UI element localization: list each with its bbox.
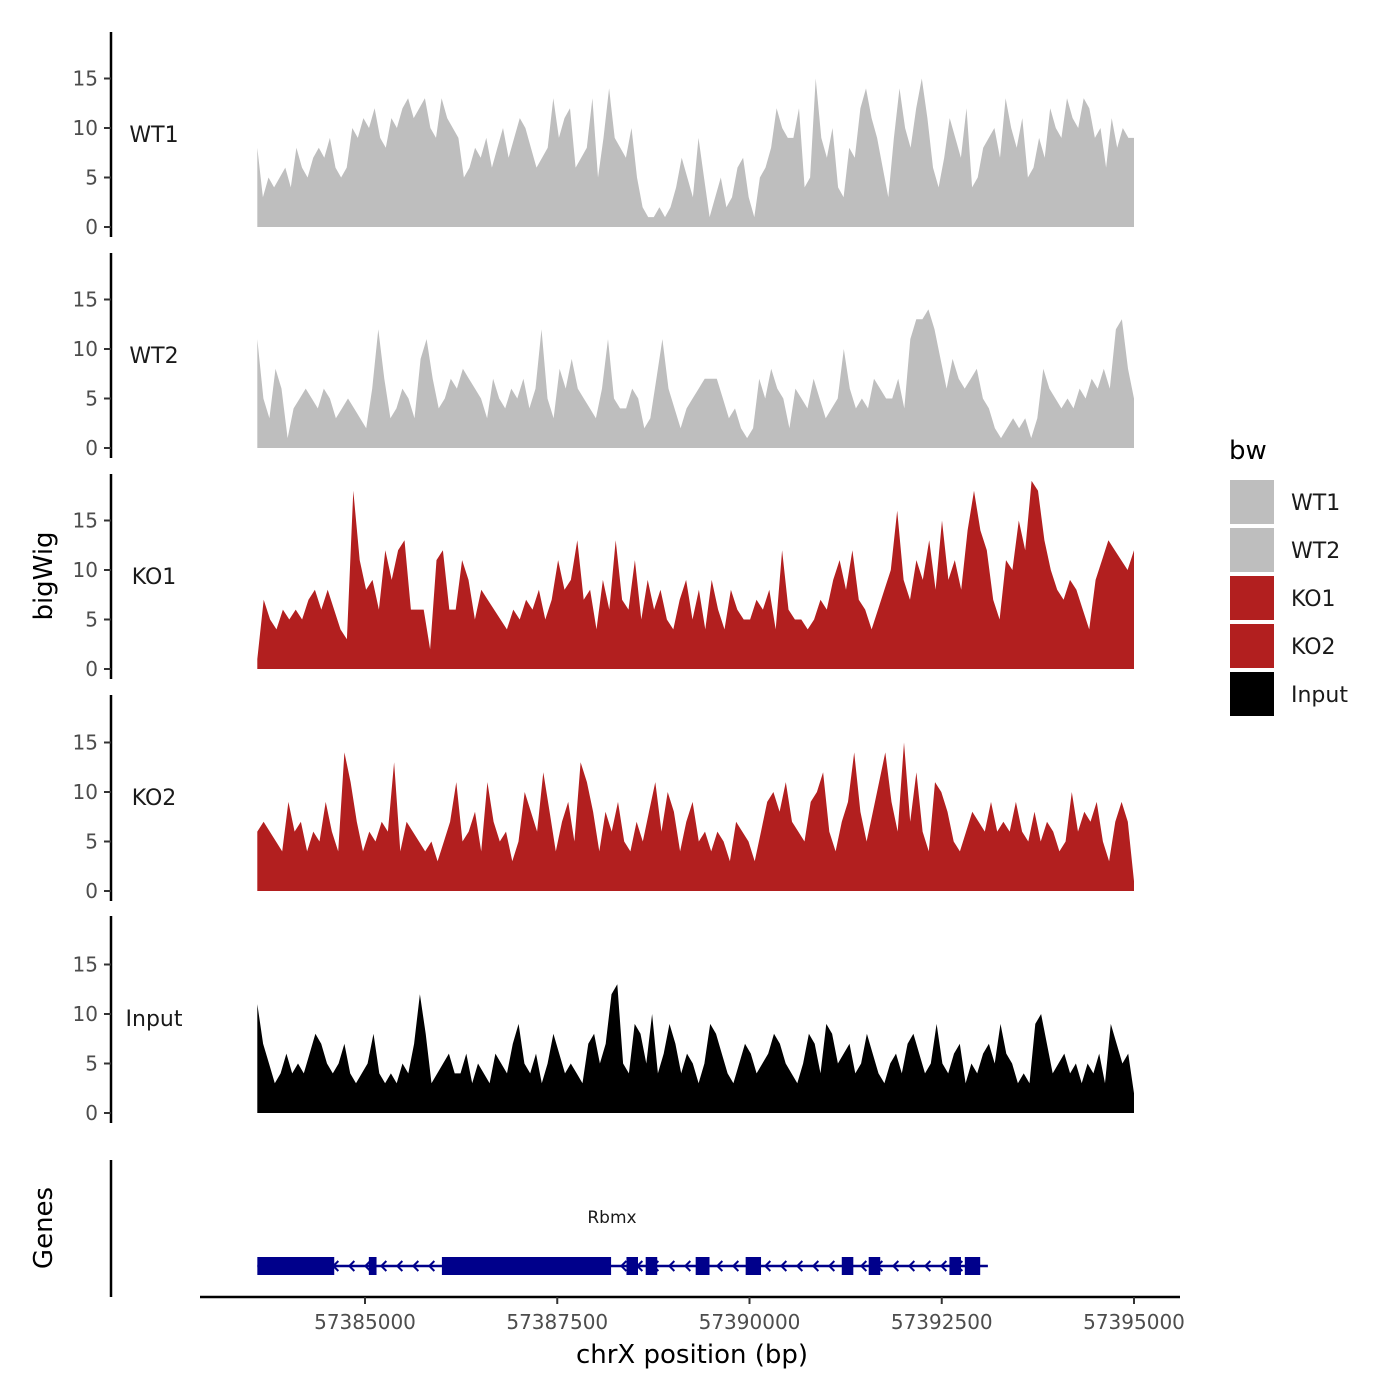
legend-swatch-ko2	[1230, 624, 1274, 668]
track-label-wt1: WT1	[129, 123, 178, 148]
gene-exon	[626, 1257, 638, 1275]
y-tick-label: 5	[85, 1052, 98, 1076]
gene-exon	[257, 1257, 335, 1275]
y-tick-label: 5	[85, 166, 98, 190]
x-tick-label: 57390000	[699, 1310, 801, 1334]
y-tick-label: 10	[73, 780, 98, 804]
x-tick-label: 57392500	[891, 1310, 993, 1334]
y-tick-label: 5	[85, 608, 98, 632]
y-tick-label: 15	[73, 67, 98, 91]
y-tick-label: 10	[73, 337, 98, 361]
x-tick-label: 57395000	[1083, 1310, 1185, 1334]
legend-swatch-input	[1230, 672, 1274, 716]
strand-arrow	[731, 1260, 740, 1272]
strand-arrow	[859, 1260, 868, 1272]
strand-arrow	[811, 1260, 820, 1272]
legend-swatch-wt1	[1230, 480, 1274, 524]
signal-area-input	[257, 984, 1134, 1113]
y-tick-label: 15	[73, 731, 98, 755]
strand-arrow	[907, 1260, 916, 1272]
gene-rbmx: Rbmx	[257, 1208, 988, 1275]
strand-arrow	[827, 1260, 836, 1272]
gene-exon	[841, 1257, 854, 1275]
strand-arrow	[683, 1260, 692, 1272]
gene-exon	[949, 1257, 961, 1275]
genes-track: Rbmx	[109, 1160, 988, 1297]
y-tick-label: 0	[85, 215, 98, 239]
y-tick-label: 0	[85, 436, 98, 460]
strand-arrow	[923, 1260, 932, 1272]
strand-arrow	[715, 1260, 724, 1272]
strand-arrow	[891, 1260, 900, 1272]
signal-area-wt1	[257, 78, 1134, 227]
track-wt2: 0 5 10 15 WT2	[73, 253, 1134, 460]
strand-arrow	[939, 1260, 948, 1272]
gene-exon	[368, 1257, 377, 1275]
legend-title: bw	[1229, 436, 1267, 466]
legend: bw WT1 WT2 KO1 KO2 Input	[1229, 436, 1348, 716]
signal-area-ko2	[257, 742, 1134, 891]
signal-area-ko1	[257, 480, 1134, 669]
gene-exon	[645, 1257, 658, 1275]
track-wt1: 0 5 10 15 WT1	[73, 32, 1134, 239]
legend-label-ko1: KO1	[1291, 587, 1336, 612]
y-tick-label: 0	[85, 657, 98, 681]
gene-label: Rbmx	[587, 1208, 636, 1228]
strand-arrow	[379, 1260, 388, 1272]
gene-exon	[441, 1257, 612, 1275]
y-tick-label: 15	[73, 288, 98, 312]
track-label-input: Input	[126, 1007, 183, 1032]
y-tick-label: 10	[73, 558, 98, 582]
x-axis-title: chrX position (bp)	[576, 1340, 808, 1370]
strand-arrow	[395, 1260, 404, 1272]
y-tick-label: 5	[85, 830, 98, 854]
strand-arrow	[347, 1260, 356, 1272]
gene-exon	[745, 1257, 762, 1275]
gene-exon	[695, 1257, 710, 1275]
legend-swatch-ko1	[1230, 576, 1274, 620]
strand-arrow	[763, 1260, 772, 1272]
y-tick-label: 0	[85, 1101, 98, 1125]
track-input: 0 5 10 15 Input	[73, 916, 1134, 1125]
strand-arrow	[427, 1260, 436, 1272]
gene-exon	[868, 1257, 881, 1275]
y-tick-label: 15	[73, 953, 98, 977]
strand-arrow	[619, 1260, 628, 1272]
strand-arrow	[667, 1260, 676, 1272]
genes-axis-title: Genes	[29, 1187, 59, 1269]
strand-arrow	[779, 1260, 788, 1272]
x-tick-label: 57387500	[506, 1310, 608, 1334]
legend-label-ko2: KO2	[1291, 635, 1336, 660]
track-label-wt2: WT2	[129, 344, 178, 369]
track-panels: 0 5 10 15 WT1 0 5 10 15 WT2 0 5 10 15 KO1 0 5 10 15 KO2 0 5 10…	[73, 32, 1134, 1125]
track-ko1: 0 5 10 15 KO1	[73, 474, 1134, 681]
x-axis: 57385000 57387500 57390000 57392500 57395000	[200, 1295, 1185, 1334]
signal-area-wt2	[257, 309, 1134, 448]
legend-label-wt1: WT1	[1291, 491, 1340, 516]
y-tick-label: 5	[85, 387, 98, 411]
strand-arrow	[795, 1260, 804, 1272]
y-axis-title: bigWig	[29, 531, 59, 620]
legend-label-wt2: WT2	[1291, 539, 1340, 564]
y-tick-label: 0	[85, 879, 98, 903]
strand-arrow	[363, 1260, 372, 1272]
legend-swatch-wt2	[1230, 528, 1274, 572]
y-tick-label: 10	[73, 1002, 98, 1026]
x-tick-label: 57385000	[314, 1310, 416, 1334]
y-tick-label: 10	[73, 116, 98, 140]
track-label-ko1: KO1	[132, 565, 177, 590]
legend-label-input: Input	[1291, 683, 1348, 708]
y-tick-label: 15	[73, 509, 98, 533]
gene-exon	[964, 1257, 981, 1275]
track-ko2: 0 5 10 15 KO2	[73, 695, 1134, 903]
track-label-ko2: KO2	[132, 786, 177, 811]
strand-arrow	[411, 1260, 420, 1272]
